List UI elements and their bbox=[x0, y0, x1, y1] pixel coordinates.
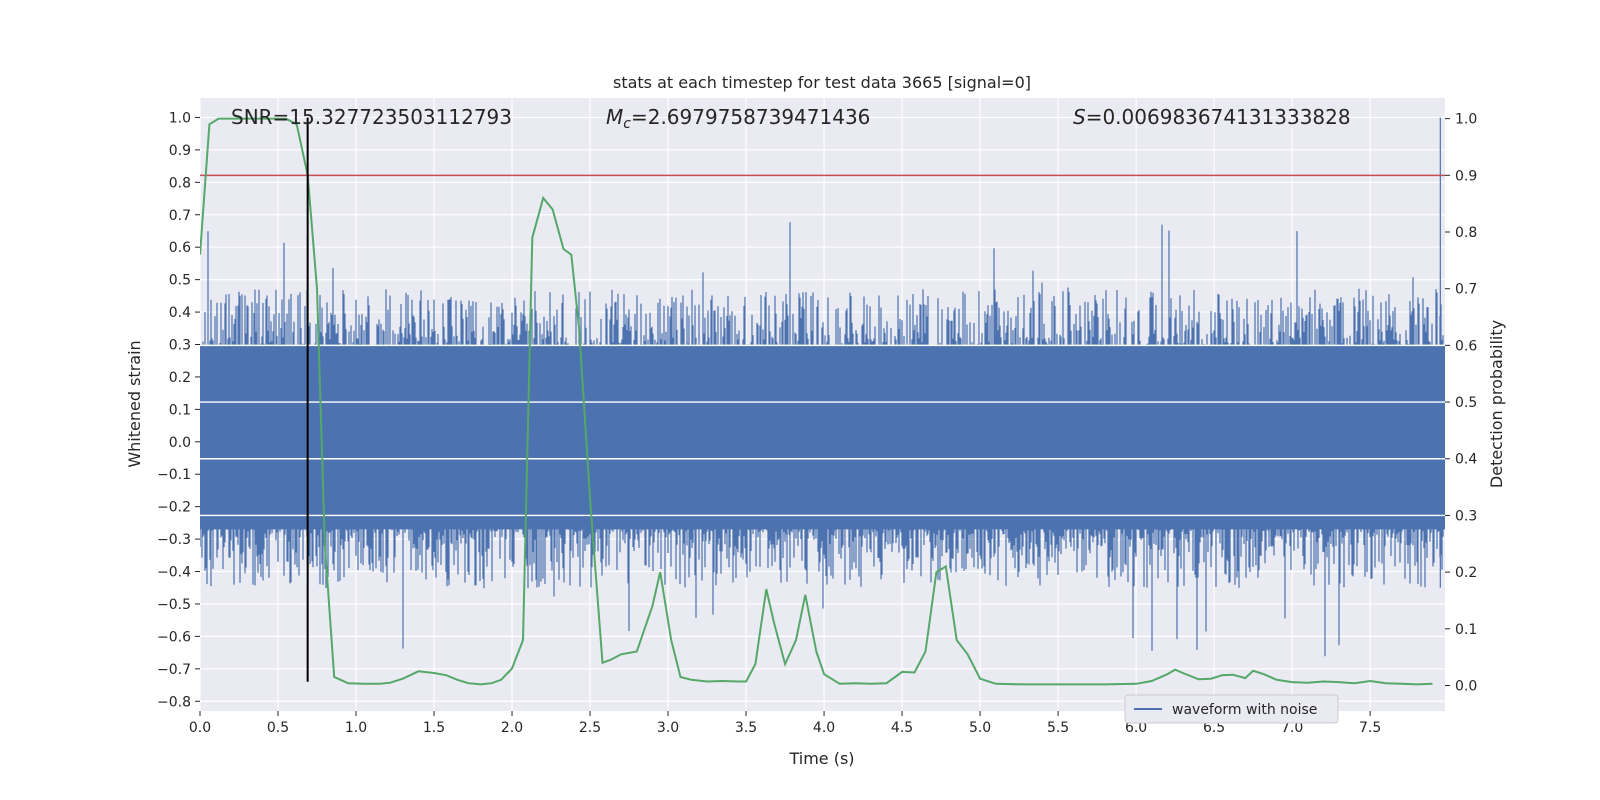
legend-box bbox=[1124, 694, 1339, 724]
left-tick-label: 0.1 bbox=[169, 402, 191, 418]
left-tick-label: 0.4 bbox=[169, 305, 191, 321]
x-tick-label: 7.5 bbox=[1359, 720, 1381, 736]
x-tick-label: 3.5 bbox=[735, 720, 757, 736]
legend: waveform with noise bbox=[1124, 694, 1339, 724]
x-tick-label: 2.5 bbox=[579, 720, 601, 736]
x-tick-label: 5.5 bbox=[1047, 720, 1069, 736]
x-axis-label: Time (s) bbox=[788, 749, 854, 768]
right-tick-label: 0.2 bbox=[1455, 565, 1477, 581]
x-tick-label: 1.0 bbox=[345, 720, 367, 736]
chart-title: stats at each timestep for test data 366… bbox=[613, 73, 1031, 92]
left-tick-label: 1.0 bbox=[169, 110, 191, 126]
x-tick-label: 6.0 bbox=[1125, 720, 1147, 736]
left-tick-label: −0.5 bbox=[157, 597, 191, 613]
x-tick-label: 6.5 bbox=[1203, 720, 1225, 736]
left-tick-label: −0.2 bbox=[157, 500, 191, 516]
right-axis-label: Detection probability bbox=[1487, 320, 1506, 488]
left-tick-label: −0.1 bbox=[157, 467, 191, 483]
detection-probability-line bbox=[200, 117, 1433, 686]
right-tick-label: 0.9 bbox=[1455, 168, 1477, 184]
chirp-mass-annotation: Mc=2.6979758739471436 bbox=[606, 105, 870, 132]
legend-entry: waveform with noise bbox=[1172, 702, 1317, 718]
x-tick-label: 3.0 bbox=[657, 720, 679, 736]
right-tick-label: 0.1 bbox=[1455, 622, 1477, 638]
waveform-spikes bbox=[200, 117, 1445, 657]
x-tick-label: 2.0 bbox=[501, 720, 523, 736]
left-tick-label: 0.9 bbox=[169, 143, 191, 159]
right-tick-label: 0.8 bbox=[1455, 225, 1477, 241]
left-tick-label: 0.5 bbox=[169, 273, 191, 289]
left-tick-label: −0.3 bbox=[157, 532, 191, 548]
left-axis-ticks: 1.0 0.9 0.8 0.7 0.6 0.5 0.4 0.3 0.2 0.1 0.0 −0.1 −0.… bbox=[157, 110, 200, 710]
left-tick-label: −0.6 bbox=[157, 629, 191, 645]
s-annotation: S=0.006983674131333828 bbox=[1073, 105, 1351, 129]
left-tick-label: −0.4 bbox=[157, 565, 191, 581]
x-tick-label: 0.5 bbox=[267, 720, 289, 736]
right-axis-grid bbox=[200, 344, 1445, 517]
x-tick-label: 0.0 bbox=[189, 720, 211, 736]
right-tick-label: 1.0 bbox=[1455, 112, 1477, 128]
left-tick-label: 0.7 bbox=[169, 208, 191, 224]
left-axis-label: Whitened strain bbox=[125, 340, 144, 467]
right-tick-label: 0.3 bbox=[1455, 508, 1477, 524]
right-tick-label: 0.5 bbox=[1455, 395, 1477, 411]
right-axis-ticks: 1.0 0.9 0.8 0.7 0.6 0.5 0.4 0.3 0.2 0.1 0.0 bbox=[1445, 112, 1477, 694]
left-tick-label: −0.8 bbox=[157, 694, 191, 710]
x-axis-ticks: 0.0 0.5 1.0 1.5 2.0 2.5 3.0 3.5 4.0 4.5 5.0 5.5 6.0 6… bbox=[189, 711, 1381, 736]
x-tick-label: 5.0 bbox=[969, 720, 991, 736]
left-tick-label: 0.8 bbox=[169, 175, 191, 191]
left-tick-label: 0.0 bbox=[169, 435, 191, 451]
x-tick-label: 7.0 bbox=[1281, 720, 1303, 736]
left-tick-label: 0.2 bbox=[169, 370, 191, 386]
left-tick-label: 0.3 bbox=[169, 337, 191, 353]
waveform-series bbox=[200, 117, 1445, 657]
right-tick-label: 0.0 bbox=[1455, 678, 1477, 694]
right-tick-label: 0.6 bbox=[1455, 338, 1477, 354]
right-tick-label: 0.7 bbox=[1455, 282, 1477, 298]
right-tick-label: 0.4 bbox=[1455, 452, 1477, 468]
x-tick-label: 4.0 bbox=[813, 720, 835, 736]
left-tick-label: 0.6 bbox=[169, 240, 191, 256]
x-tick-label: 1.5 bbox=[423, 720, 445, 736]
left-tick-label: −0.7 bbox=[157, 662, 191, 678]
x-tick-label: 4.5 bbox=[891, 720, 913, 736]
snr-annotation: SNR=15.327723503112793 bbox=[231, 105, 512, 129]
